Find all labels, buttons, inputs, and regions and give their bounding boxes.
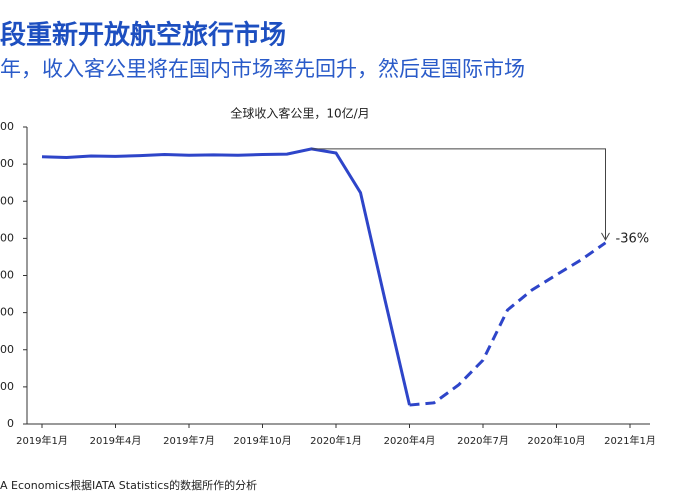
y-tick-label: 400	[0, 269, 14, 282]
x-tick-label: 2020年7月	[457, 434, 509, 447]
source-note: A Economics根据IATA Statistics的数据所作的分析	[0, 478, 257, 492]
series-line	[41, 147, 411, 406]
arrow-head	[601, 232, 610, 241]
y-tick-label: 300	[0, 306, 14, 319]
page-title: 段重新开放航空旅行市场	[0, 20, 286, 51]
y-tick-label: 600	[0, 194, 14, 207]
y-tick-label: 500	[0, 231, 14, 244]
chart-title: 全球收入客公里，10亿/月	[230, 106, 369, 121]
x-tick-label: 2020年4月	[384, 434, 436, 447]
x-tick-label: 2020年10月	[527, 434, 585, 447]
y-tick-label: 200	[0, 343, 14, 356]
reference-line	[311, 148, 606, 239]
y-tick-label: 800	[0, 120, 14, 133]
x-tick-label: 2019年1月	[16, 434, 68, 447]
annotation: -36%	[616, 231, 650, 246]
y-tick-label: 0	[7, 417, 14, 430]
x-tick-label: 2020年1月	[310, 434, 362, 447]
y-tick-label: 700	[0, 157, 14, 170]
page-subtitle: 年，收入客公里将在国内市场率先回升，然后是国际市场	[0, 57, 525, 81]
x-tick-label: 2021年1月	[604, 434, 656, 447]
series-line	[409, 241, 607, 407]
x-tick-label: 2019年10月	[233, 434, 291, 447]
x-tick-label: 2019年7月	[163, 434, 215, 447]
y-tick-label: 100	[0, 380, 14, 393]
x-tick-label: 2019年4月	[90, 434, 142, 447]
